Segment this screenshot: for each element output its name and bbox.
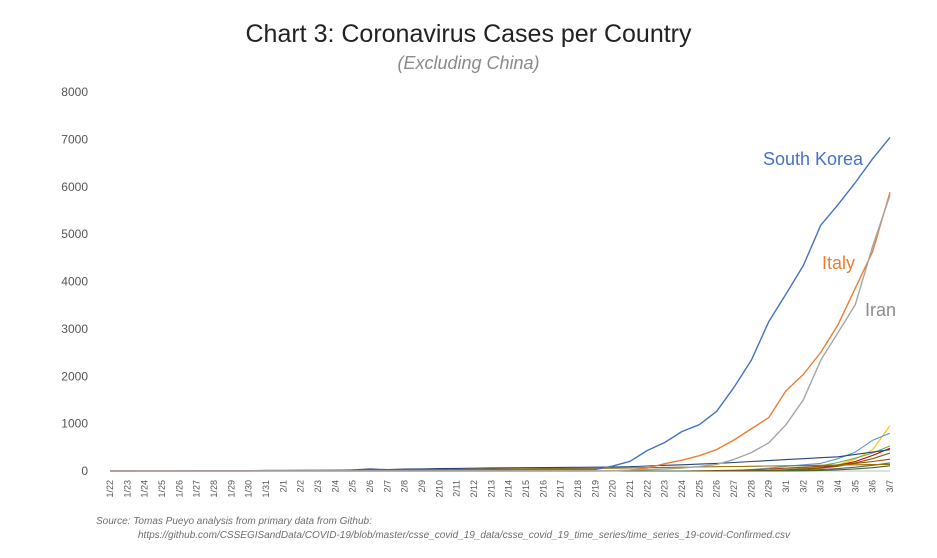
- series-line-italy: [110, 192, 891, 472]
- x-tick-label: 2/13: [486, 480, 496, 498]
- source-note: Source: Tomas Pueyo analysis from primar…: [96, 516, 372, 527]
- x-tick-label: 2/7: [382, 480, 392, 493]
- y-tick-label: 0: [81, 464, 88, 478]
- series-label-south-korea: South Korea: [763, 149, 864, 169]
- x-tick-label: 1/28: [209, 480, 219, 498]
- x-tick-label: 1/23: [122, 480, 132, 498]
- x-tick-label: 2/14: [504, 480, 514, 498]
- x-tick-label: 2/28: [746, 480, 756, 498]
- y-tick-label: 6000: [61, 180, 88, 194]
- y-tick-label: 1000: [61, 417, 88, 431]
- y-tick-label: 7000: [61, 132, 88, 146]
- x-tick-label: 1/27: [192, 480, 202, 498]
- y-tick-label: 8000: [61, 85, 88, 99]
- x-tick-label: 2/27: [729, 480, 739, 498]
- y-axis: 0 1000 2000 3000 4000 5000 6000 7000 8000: [61, 85, 88, 478]
- x-tick-label: 1/29: [226, 480, 236, 498]
- x-tick-label: 2/24: [677, 480, 687, 498]
- x-tick-label: 2/19: [590, 480, 600, 498]
- x-tick-label: 2/6: [365, 480, 375, 493]
- x-tick-label: 2/10: [434, 480, 444, 498]
- x-tick-label: 2/8: [400, 480, 410, 493]
- x-tick-label: 2/9: [417, 480, 427, 493]
- y-tick-label: 3000: [61, 322, 88, 336]
- x-tick-label: 2/23: [660, 480, 670, 498]
- series-lines: [110, 136, 891, 472]
- x-tick-label: 2/4: [330, 480, 340, 493]
- x-tick-label: 3/1: [781, 480, 791, 493]
- x-tick-label: 3/3: [816, 480, 826, 493]
- chart-title: Chart 3: Coronavirus Cases per Country: [245, 20, 692, 48]
- x-tick-label: 1/24: [140, 480, 150, 498]
- y-tick-label: 5000: [61, 227, 88, 241]
- x-tick-label: 2/17: [556, 480, 566, 498]
- x-tick-label: 2/26: [712, 480, 722, 498]
- series-line-iran: [110, 194, 891, 472]
- x-tick-label: 3/7: [885, 480, 895, 493]
- y-tick-label: 4000: [61, 275, 88, 289]
- x-tick-label: 1/22: [105, 480, 115, 498]
- x-tick-label: 3/5: [850, 480, 860, 493]
- x-tick-label: 2/5: [348, 480, 358, 493]
- x-tick-label: 2/29: [764, 480, 774, 498]
- x-tick-label: 2/16: [538, 480, 548, 498]
- x-tick-label: 2/2: [296, 480, 306, 493]
- x-tick-label: 2/1: [278, 480, 288, 493]
- x-tick-label: 1/25: [157, 480, 167, 498]
- x-tick-label: 3/6: [868, 480, 878, 493]
- x-tick-label: 3/2: [798, 480, 808, 493]
- series-label-iran: Iran: [865, 300, 896, 320]
- x-tick-label: 1/30: [244, 480, 254, 498]
- series-line: [110, 425, 891, 472]
- x-tick-label: 2/18: [573, 480, 583, 498]
- x-tick-label: 2/11: [452, 480, 462, 497]
- x-tick-label: 2/22: [642, 480, 652, 498]
- x-tick-label: 2/20: [608, 480, 618, 498]
- source-url: https://github.com/CSSEGISandData/COVID-…: [138, 530, 790, 541]
- x-axis: 1/22 1/23 1/24 1/25 1/26 1/27 1/28 1/29 1/30 1/31…: [105, 470, 895, 498]
- x-tick-label: 1/26: [174, 480, 184, 498]
- chart-subtitle: (Excluding China): [397, 53, 540, 73]
- x-tick-label: 2/12: [469, 480, 479, 498]
- x-tick-label: 2/21: [625, 480, 635, 498]
- series-label-italy: Italy: [822, 253, 855, 273]
- x-tick-label: 3/4: [833, 480, 843, 493]
- series-labels: South Korea Italy Iran: [763, 149, 896, 320]
- y-tick-label: 2000: [61, 369, 88, 383]
- series-line-south-korea: [110, 136, 891, 472]
- x-tick-label: 2/3: [313, 480, 323, 493]
- x-tick-label: 1/31: [261, 480, 271, 498]
- x-tick-label: 2/25: [694, 480, 704, 498]
- x-tick-label: 2/15: [521, 480, 531, 498]
